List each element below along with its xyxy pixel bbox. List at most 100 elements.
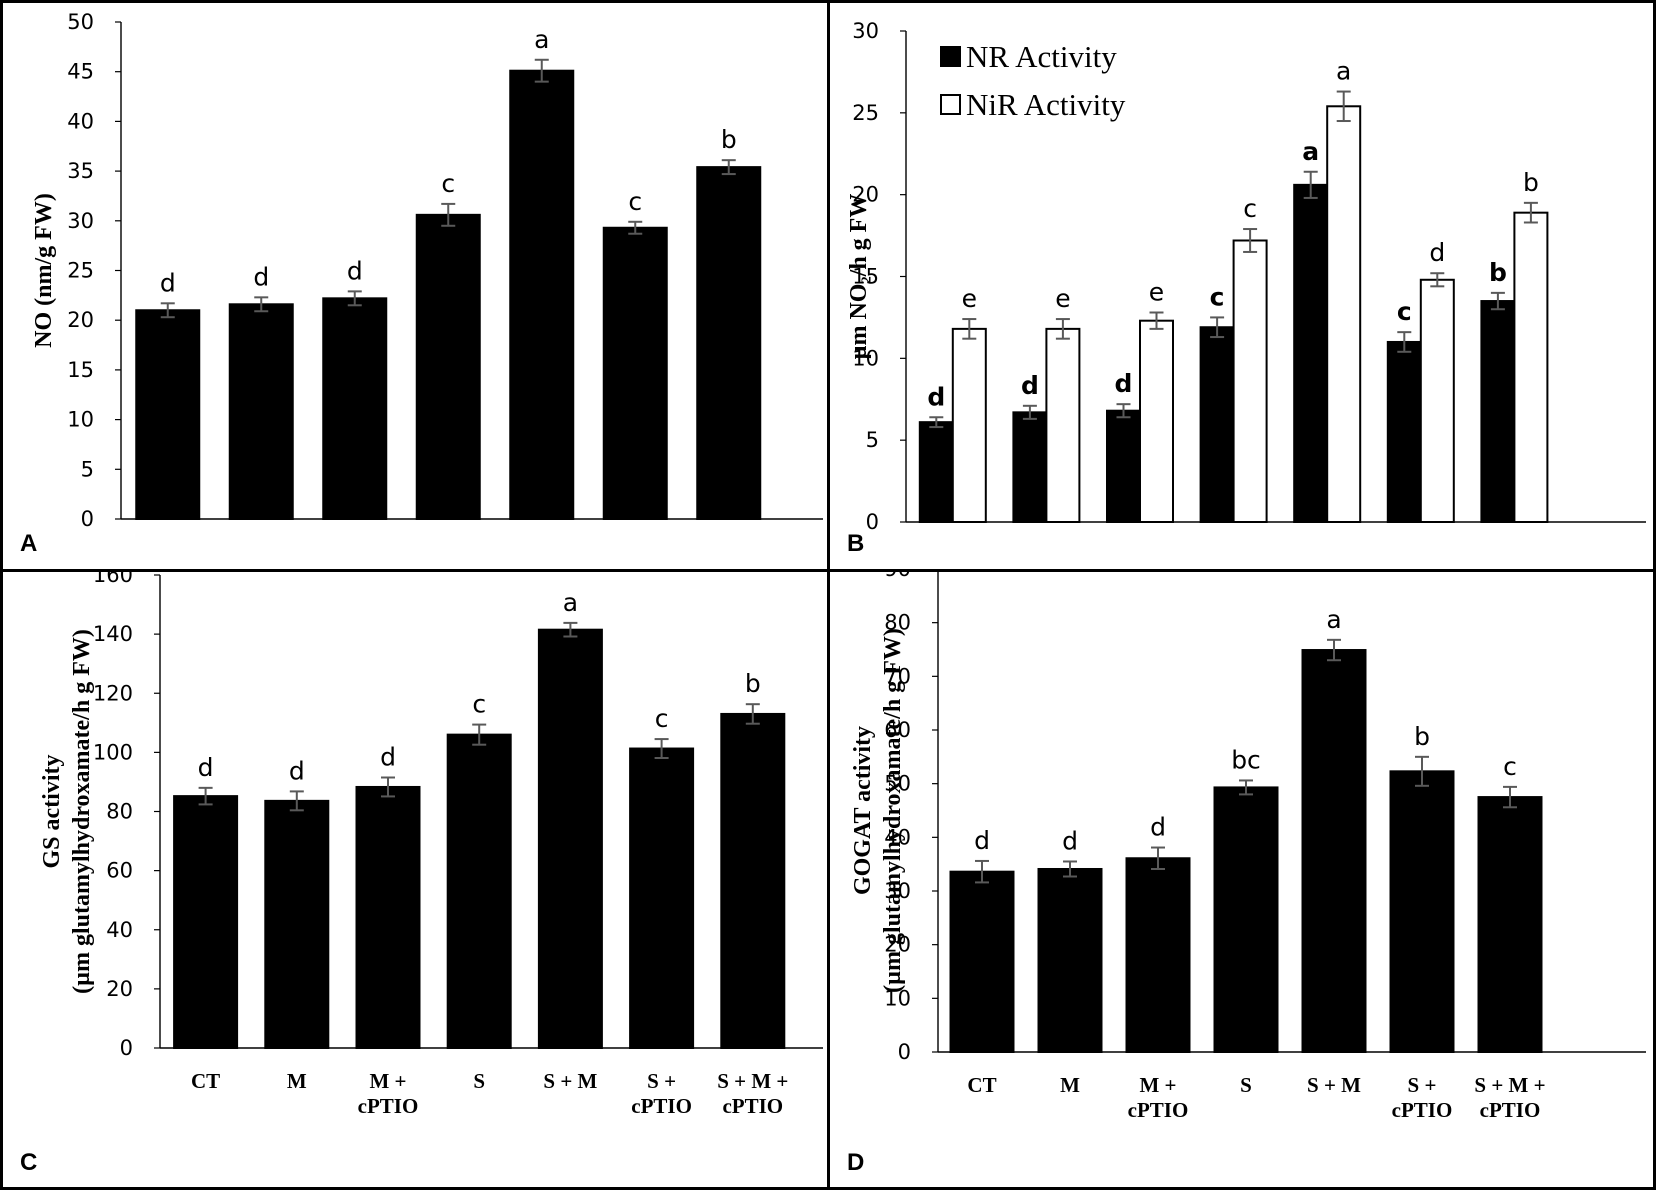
y-tick-label-a: 45 [67,60,94,84]
bar-c-gs [264,799,330,1049]
category-label-d: S [1240,1073,1252,1097]
bar-a-no [509,69,575,521]
category-label-c: cPTIO [722,1094,783,1118]
y-tick-label-d: 10 [884,986,911,1010]
y-tick-label-b: 25 [852,101,879,125]
y-axis-label-line1-d: GOGAT activity [850,726,876,895]
significance-letter-b: a [1302,137,1319,166]
y-axis-label-line1-c: GS activity [39,755,65,869]
significance-letter-b: c [1243,194,1257,223]
significance-letter-c: d [380,743,396,772]
legend-label-nr-activity: NR Activity [966,39,1117,74]
bar-b-nr-activity [1106,409,1141,523]
y-tick-label-a: 30 [67,209,94,233]
category-label-d: S + [1408,1073,1437,1097]
y-tick-label-c: 60 [106,859,133,883]
panel-letter-c: C [20,1149,37,1176]
bar-a-no [696,166,762,520]
bar-d-gogat [1213,786,1279,1053]
bar-b-nr-activity [1293,183,1329,523]
chart-b: B 0 5 10 15 20 25 30 µm NO₂/h g FW d d d c a c b e e e c a d… [846,19,1646,557]
bar-b-nir-activity [1232,239,1268,523]
significance-letter-b: e [1149,278,1164,307]
bar-d-gogat [1125,857,1191,1053]
y-tick-label-d: 0 [898,1040,911,1064]
y-tick-label-c: 100 [93,740,133,764]
panel-letter-d: D [847,1149,864,1176]
category-label-d: cPTIO [1128,1098,1189,1122]
category-label-d: S + M [1307,1073,1361,1097]
chart-d: D 0 10 20 30 40 50 60 70 80 90 GOGAT activity(µm g… [847,572,1646,1176]
significance-letter-d: d [974,826,990,855]
category-label-d: S + M + [1474,1073,1545,1097]
y-tick-label-a: 0 [81,507,94,531]
significance-letter-b: d [927,382,945,411]
y-tick-label-b: 5 [866,428,879,452]
y-tick-label-d: 80 [884,611,911,635]
y-tick-label-a: 25 [67,259,94,283]
bar-b-nr-activity [918,421,954,523]
category-label-d: M + [1139,1073,1176,1097]
bar-a-no [602,226,668,520]
y-axis-label-line2-c: (µm glutamylhydroxamate/h g FW) [69,629,95,994]
significance-letter-d: c [1503,752,1517,781]
y-tick-label-d: 70 [884,664,911,688]
bar-a-no [415,213,481,520]
legend-swatch-nir-activity [940,94,961,115]
significance-letter-c: c [655,704,669,733]
y-tick-label-a: 35 [67,159,94,183]
panel-letter-a: A [20,530,37,557]
y-tick-label-d: 20 [884,933,911,957]
significance-letter-b: e [1055,284,1070,313]
y-tick-label-c: 140 [93,622,133,646]
significance-letter-d: bc [1231,745,1261,774]
category-label-c: cPTIO [631,1094,692,1118]
significance-letter-c: a [563,588,578,617]
significance-letter-b: a [1336,57,1351,86]
bar-b-nir-activity [951,327,987,523]
y-tick-label-d: 30 [884,879,911,903]
y-tick-label-b: 0 [866,510,879,534]
bar-c-gs [173,795,239,1049]
bar-d-gogat [1389,770,1455,1053]
significance-letter-a: a [534,25,549,54]
bar-b-nr-activity [1386,340,1422,524]
category-label-c: S + M [543,1069,597,1093]
significance-letter-b: c [1397,297,1412,326]
y-tick-label-a: 40 [67,109,94,133]
legend-label-nir-activity: NiR Activity [966,87,1126,122]
significance-letter-b: b [1489,258,1507,287]
significance-letter-c: b [745,669,761,698]
panel-b: B 0 5 10 15 20 25 30 µm NO₂/h g FW d d d c a c b e e e c a d… [827,0,1656,572]
bar-b-nir-activity [1045,327,1081,523]
bar-c-gs [629,747,695,1050]
bar-d-gogat [1301,649,1367,1054]
significance-letter-a: c [441,169,455,198]
y-tick-label-a: 15 [67,358,94,382]
chart-c: C 0 20 40 60 80 100 120 140 160 GS activity (µm gl… [20,572,823,1176]
bar-a-no [135,309,201,521]
significance-letter-b: d [1429,238,1445,267]
y-tick-label-d: 90 [884,572,911,581]
significance-letter-a: d [160,268,176,297]
significance-letter-c: d [198,753,214,782]
panel-d: D 0 10 20 30 40 50 60 70 80 90 GOGAT activity(µm g… [827,569,1656,1190]
panel-a: A 0 5 10 15 20 25 30 35 40 45 50 NO (nm/g FW) d d d c a c… [0,0,830,572]
category-label-d: CT [967,1073,996,1097]
y-tick-label-d: 50 [884,772,911,796]
y-tick-label-a: 50 [67,10,94,34]
significance-letter-a: d [347,256,363,285]
y-tick-label-c: 120 [93,681,133,705]
y-tick-label-b: 20 [852,183,879,207]
bar-b-nir-activity [1419,278,1455,524]
bar-b-nir-activity [1513,211,1549,523]
y-tick-label-b: 30 [852,19,879,43]
panel-c: C 0 20 40 60 80 100 120 140 160 GS activity (µm gl… [0,569,830,1190]
category-label-c: S + M + [717,1069,788,1093]
y-tick-label-c: 20 [106,977,133,1001]
significance-letter-b: c [1210,282,1225,311]
significance-letter-b: d [1115,369,1133,398]
legend-swatch-nr-activity [940,46,961,67]
significance-letter-a: d [253,262,269,291]
y-tick-label-c: 80 [106,800,133,824]
